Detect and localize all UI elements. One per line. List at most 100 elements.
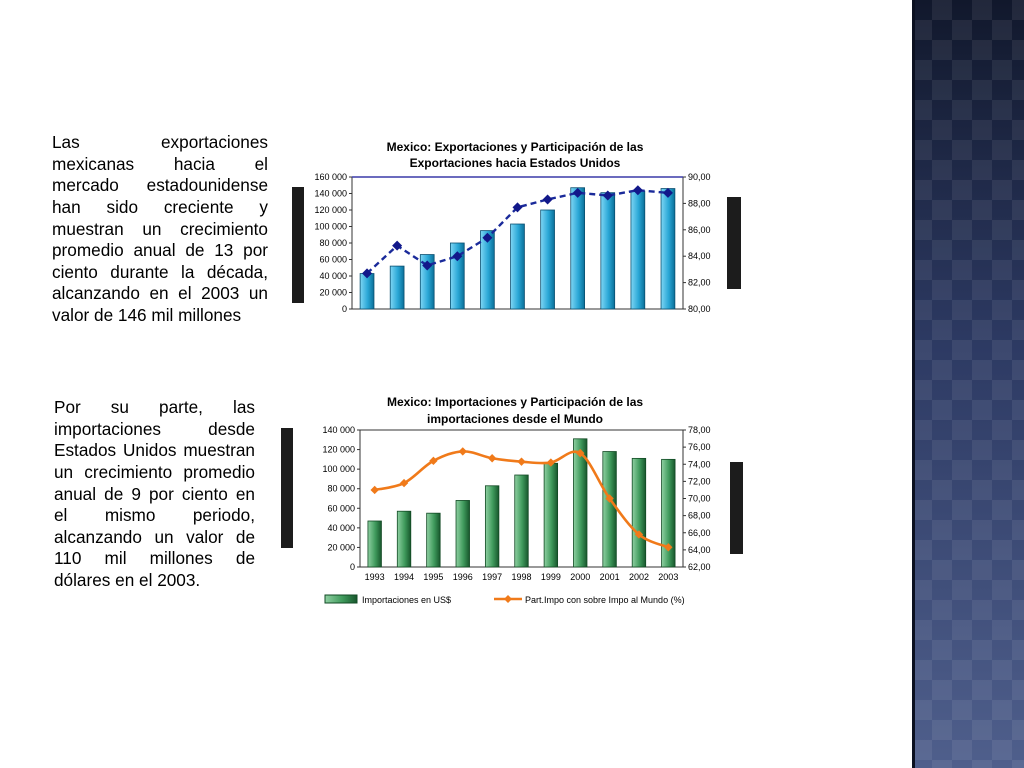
bar [600,192,616,310]
chart-title-line1: Mexico: Exportaciones y Participación de… [387,140,644,154]
right-tick-label: 78,00 [688,425,711,435]
right-tick-label: 84,00 [688,251,711,261]
left-tick-label: 0 [350,562,355,572]
imports-paragraph: Por su parte, las importaciones desde Es… [54,397,255,590]
left-tick-label: 20 000 [327,542,355,552]
right-axis-label-box [730,462,743,554]
legend-label-bars: Importaciones en US$ [362,595,451,605]
line-marker [632,185,643,196]
x-tick-label: 2003 [658,572,678,582]
chart-title-line2: importaciones desde el Mundo [427,412,603,426]
right-tick-label: 82,00 [688,278,711,288]
line-marker [576,448,585,458]
x-tick-label: 2001 [600,572,620,582]
line-marker [452,251,463,262]
left-axis-label-box [292,187,304,303]
right-tick-label: 76,00 [688,442,711,452]
bar [426,512,441,568]
right-tick-label: 64,00 [688,545,711,555]
left-tick-label: 60 000 [319,255,347,265]
legend-label-line: Part.Impo con sobre Impo al Mundo (%) [525,595,685,605]
line-marker [482,232,493,243]
line-marker [546,458,556,467]
x-tick-label: 1995 [423,572,443,582]
left-tick-label: 120 000 [314,205,347,215]
line-marker [362,268,373,279]
left-tick-label: 80 000 [327,484,355,494]
bar [359,273,375,310]
imports-chart: Mexico: Importaciones y Participación de… [281,395,743,605]
line-marker [458,447,467,456]
chart-title-line2: Exportaciones hacia Estados Unidos [410,156,621,170]
left-tick-label: 100 000 [322,464,355,474]
x-tick-label: 1996 [453,572,473,582]
left-tick-label: 100 000 [314,222,347,232]
x-tick-label: 1999 [541,572,561,582]
right-tick-label: 62,00 [688,562,711,572]
right-tick-label: 86,00 [688,225,711,235]
x-tick-label: 2002 [629,572,649,582]
line-marker [422,260,433,271]
line-marker [517,457,526,466]
bar [449,242,465,310]
line-marker [572,187,583,198]
line-marker [487,454,497,463]
line-marker [399,478,409,488]
bar [540,209,555,310]
left-tick-label: 20 000 [319,288,347,298]
left-tick-label: 160 000 [314,172,347,182]
bar [573,438,588,568]
bar [484,485,500,568]
bar [455,500,470,568]
line-marker [392,240,403,251]
right-tick-label: 74,00 [688,459,711,469]
bar [543,462,559,568]
bar [419,254,435,310]
bar [514,474,529,568]
legend-swatch-marker [504,595,512,603]
legend-swatch-bars [324,594,358,604]
bar [389,265,405,310]
x-tick-label: 1993 [365,572,385,582]
chart-title-line1: Mexico: Importaciones y Participación de… [387,395,643,409]
bar [510,223,525,310]
x-tick-label: 1998 [511,572,531,582]
x-tick-label: 1997 [482,572,502,582]
right-tick-label: 70,00 [688,494,711,504]
line-marker [370,485,379,495]
x-tick-label: 2000 [570,572,590,582]
bar [660,188,676,310]
line-marker [512,202,523,213]
line-marker [542,194,553,205]
line-marker [429,456,438,466]
bar [480,230,495,310]
bar [396,510,412,568]
left-tick-label: 0 [342,304,347,314]
left-tick-label: 140 000 [322,425,355,435]
left-tick-label: 120 000 [322,445,355,455]
side-decorative-panel [912,0,1024,768]
left-tick-label: 40 000 [327,523,355,533]
x-tick-label: 1994 [394,572,414,582]
bar [661,458,676,568]
left-tick-label: 40 000 [319,271,347,281]
line-marker [662,187,673,198]
right-tick-label: 68,00 [688,511,711,521]
left-axis-label-box [281,428,293,548]
right-tick-label: 80,00 [688,304,711,314]
right-tick-label: 72,00 [688,476,711,486]
left-tick-label: 140 000 [314,189,347,199]
exports-paragraph: Las exportaciones mexicanas hacia el mer… [52,132,268,325]
left-tick-label: 60 000 [327,503,355,513]
right-tick-label: 90,00 [688,172,711,182]
right-axis-label-box [727,197,741,289]
series-line [366,188,669,275]
bar [570,187,586,310]
bar [630,190,646,310]
right-tick-label: 88,00 [688,198,711,208]
bar [602,451,617,568]
right-tick-label: 66,00 [688,528,711,538]
bar [631,457,647,568]
line-marker [602,190,613,201]
bar [367,520,382,568]
